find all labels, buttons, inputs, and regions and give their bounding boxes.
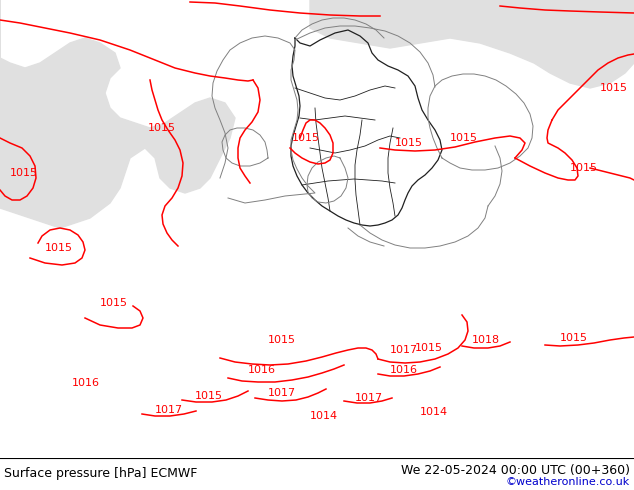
Text: 1015: 1015 — [10, 168, 38, 178]
Text: 1014: 1014 — [310, 411, 338, 421]
Text: 1015: 1015 — [600, 83, 628, 93]
Text: 1017: 1017 — [390, 345, 418, 355]
Text: ©weatheronline.co.uk: ©weatheronline.co.uk — [506, 477, 630, 487]
Text: Surface pressure [hPa] ECMWF: Surface pressure [hPa] ECMWF — [4, 466, 197, 480]
Text: 1018: 1018 — [472, 335, 500, 345]
Text: 1017: 1017 — [268, 388, 296, 398]
Text: 1015: 1015 — [450, 133, 478, 143]
Text: 1017: 1017 — [155, 405, 183, 415]
Text: We 22-05-2024 00:00 UTC (00+360): We 22-05-2024 00:00 UTC (00+360) — [401, 464, 630, 476]
Text: 1015: 1015 — [45, 243, 73, 253]
Text: 1016: 1016 — [72, 378, 100, 388]
Polygon shape — [0, 0, 235, 228]
Text: 1015: 1015 — [560, 333, 588, 343]
Text: 1015: 1015 — [148, 123, 176, 133]
Text: 1015: 1015 — [195, 391, 223, 401]
Text: 1014: 1014 — [420, 407, 448, 417]
Text: 1017: 1017 — [355, 393, 383, 403]
Text: 1016: 1016 — [390, 365, 418, 375]
Text: 1015: 1015 — [415, 343, 443, 353]
Text: 1015: 1015 — [292, 133, 320, 143]
Text: 1016: 1016 — [248, 365, 276, 375]
Text: 1015: 1015 — [268, 335, 296, 345]
Text: 1015: 1015 — [395, 138, 423, 148]
Text: 1015: 1015 — [570, 163, 598, 173]
Text: 1015: 1015 — [100, 298, 128, 308]
Polygon shape — [310, 0, 634, 88]
